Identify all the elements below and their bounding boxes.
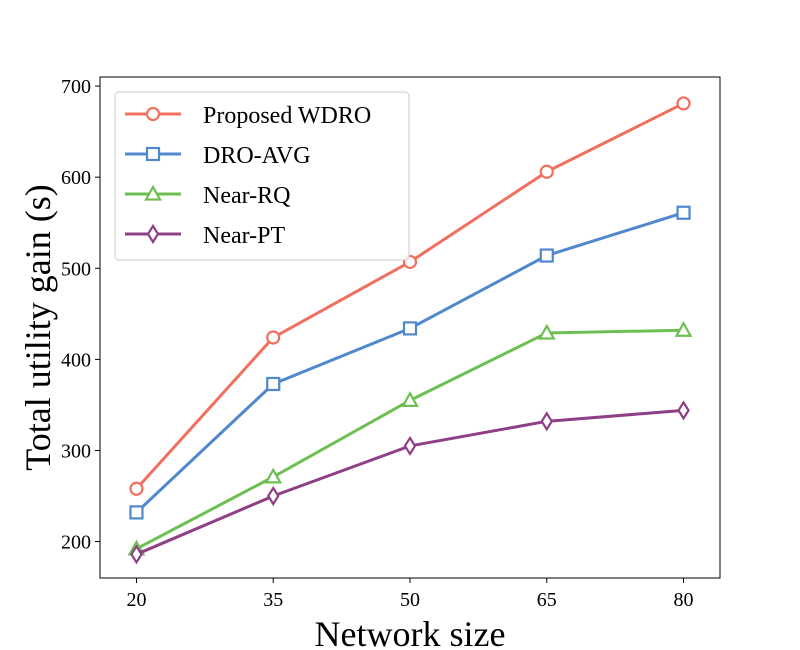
legend-label: DRO-AVG [203, 143, 311, 169]
data-point [129, 481, 144, 496]
data-point [266, 330, 281, 345]
y-tick-label: 200 [61, 532, 91, 554]
data-point [401, 391, 419, 407]
legend-box [114, 91, 410, 261]
legend-label: Proposed WDRO [203, 103, 371, 129]
data-point [674, 320, 693, 337]
series-near-pt [130, 400, 690, 565]
data-point [537, 323, 556, 340]
legend-item: Near-RQ [125, 183, 290, 209]
x-tick-label: 80 [674, 589, 694, 611]
data-point [676, 96, 691, 111]
data-point [266, 485, 280, 507]
y-tick-label: 500 [61, 258, 91, 280]
legend-item: Near-PT [125, 223, 285, 249]
data-point [539, 248, 554, 263]
data-point [540, 411, 554, 432]
legend-swatch-marker [144, 184, 162, 201]
x-tick-label: 20 [126, 589, 146, 611]
x-axis: 20 35 50 65 80 [126, 578, 694, 611]
x-tick-label: 50 [400, 589, 420, 611]
y-tick-label: 700 [61, 76, 91, 98]
y-tick-label: 400 [61, 349, 91, 371]
legend-swatch-marker [146, 223, 160, 245]
legend-item: Proposed WDRO [125, 103, 371, 129]
legend: Proposed WDRO DRO-AVG Near-RQ Near-PT [114, 91, 410, 261]
x-tick-label: 35 [263, 589, 283, 611]
y-tick-label: 300 [61, 440, 91, 462]
data-point [264, 467, 283, 484]
y-axis: 200 300 400 500 600 700 [61, 76, 100, 554]
legend-label: Near-RQ [203, 183, 290, 209]
series-proposed-wdro [129, 96, 691, 496]
legend-swatch-marker [145, 146, 161, 162]
data-point [130, 544, 143, 565]
data-point [539, 164, 554, 179]
legend-item: DRO-AVG [125, 143, 311, 169]
x-axis-label: Network size [315, 614, 506, 650]
series-layer [127, 96, 693, 565]
series-line [135, 408, 684, 556]
legend-label: Near-PT [203, 223, 285, 249]
y-axis-label: Total utility gain (s) [18, 184, 58, 470]
data-point [402, 321, 418, 336]
y-tick-label: 600 [61, 167, 91, 189]
data-point [403, 435, 417, 456]
series-dro-avg [129, 205, 691, 520]
data-point [129, 505, 144, 520]
data-point [676, 205, 691, 220]
data-point [677, 400, 690, 421]
data-point [266, 376, 281, 392]
x-tick-label: 65 [537, 589, 557, 611]
legend-swatch-marker [145, 106, 161, 122]
